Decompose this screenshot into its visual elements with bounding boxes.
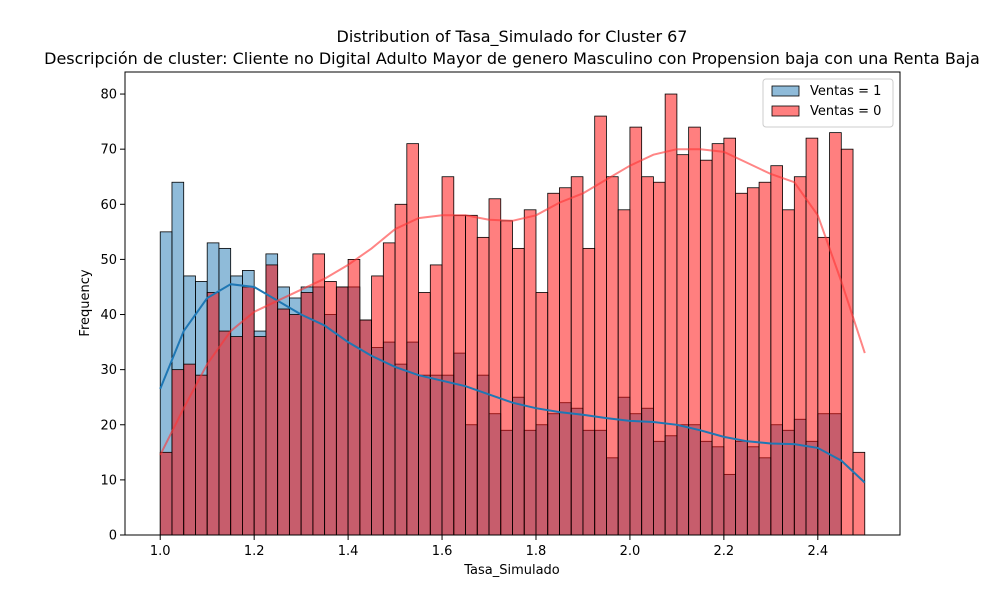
- legend-swatch-ventas-1: [771, 85, 800, 97]
- histogram-bar: [746, 187, 760, 536]
- histogram-bar: [535, 292, 549, 536]
- histogram-bar: [218, 330, 232, 536]
- histogram-bar: [253, 336, 267, 536]
- histogram-bar: [382, 242, 396, 536]
- histogram-bar: [688, 126, 701, 536]
- histogram-bar: [300, 292, 314, 536]
- histogram-bar: [418, 292, 431, 536]
- x-axis-ticks: 1.0 1.2 1.4 1.6 1.8 2.0 2.2 2.4: [150, 535, 828, 559]
- x-tick-label: 1.6: [432, 544, 453, 559]
- histogram-bar: [617, 209, 631, 536]
- histogram-bar: [817, 236, 830, 536]
- histogram-bar: [594, 115, 607, 536]
- y-tick-label: 30: [100, 363, 117, 378]
- histogram-bar: [195, 374, 208, 536]
- histogram-bar: [711, 143, 725, 536]
- histogram-bar: [523, 209, 537, 536]
- legend-label-ventas-1: Ventas = 1: [810, 84, 881, 99]
- y-tick-label: 40: [100, 308, 117, 323]
- histogram-bar: [582, 247, 596, 536]
- y-axis-label: Frequency: [78, 269, 93, 336]
- histogram-bar: [735, 192, 748, 536]
- histogram-bar: [406, 143, 419, 536]
- histogram-bar: [512, 247, 525, 536]
- histogram-bar: [230, 336, 243, 536]
- x-tick-label: 2.0: [620, 544, 641, 559]
- y-tick-label: 60: [100, 198, 117, 213]
- x-tick-label: 2.4: [807, 544, 828, 559]
- histogram-bar: [312, 253, 326, 536]
- histogram-bar: [570, 176, 584, 536]
- y-tick-label: 80: [100, 88, 117, 103]
- legend: Ventas = 1 Ventas = 0: [762, 78, 894, 128]
- y-axis-ticks: 0 10 20 30 40 50 60 70 80: [100, 88, 125, 544]
- y-tick-label: 0: [109, 529, 117, 544]
- y-tick-label: 50: [100, 253, 117, 268]
- histogram-bar: [429, 264, 443, 536]
- x-axis-label: Tasa_Simulado: [463, 563, 560, 578]
- histogram-bar: [629, 126, 643, 536]
- histogram-bar: [500, 220, 513, 536]
- histogram-bar: [805, 137, 819, 536]
- histogram-bar: [277, 308, 290, 536]
- histogram-bar: [335, 286, 349, 536]
- histogram-bar: [453, 214, 466, 536]
- histogram-bar: [676, 154, 690, 536]
- histogram-bar: [770, 165, 783, 536]
- histogram-bar: [288, 314, 302, 536]
- kde-line-ventas-0: [159, 148, 866, 456]
- histogram-bar: [465, 214, 478, 536]
- histogram-bar: [758, 181, 772, 536]
- histogram-bar: [793, 176, 807, 536]
- histogram-bar: [441, 176, 455, 536]
- histogram-bar: [547, 192, 560, 536]
- histogram-bar: [476, 236, 490, 536]
- histogram-bar: [840, 148, 854, 536]
- legend-swatch-ventas-0: [771, 105, 800, 117]
- histogram-bar: [324, 281, 337, 536]
- x-tick-label: 1.0: [150, 544, 171, 559]
- chart-title: Distribution of Tasa_Simulado for Cluste…: [337, 27, 688, 47]
- histogram-bar: [347, 259, 361, 536]
- histogram-bar: [829, 132, 842, 536]
- x-tick-label: 1.2: [244, 544, 265, 559]
- plot-frame: [124, 71, 901, 536]
- histogram-bar: [242, 286, 255, 536]
- y-tick-label: 70: [100, 143, 117, 158]
- x-tick-label: 2.2: [714, 544, 735, 559]
- histogram-bar: [723, 137, 737, 536]
- histogram-bar: [641, 176, 654, 536]
- histogram-bar: [699, 159, 713, 536]
- histogram-bar: [653, 181, 666, 536]
- x-tick-label: 1.8: [526, 544, 547, 559]
- histogram-bar: [159, 451, 173, 536]
- histogram-bar: [488, 198, 502, 536]
- chart-subtitle: Descripción de cluster: Cliente no Digit…: [44, 49, 980, 68]
- y-tick-label: 20: [100, 418, 117, 433]
- legend-label-ventas-0: Ventas = 0: [810, 104, 881, 119]
- y-tick-label: 10: [100, 473, 117, 488]
- histogram-bar: [371, 275, 384, 536]
- histogram-bar: [606, 176, 619, 536]
- histogram-bar: [171, 369, 185, 536]
- histogram-bar: [664, 93, 678, 536]
- histogram-bar: [559, 187, 572, 536]
- x-tick-label: 1.4: [338, 544, 359, 559]
- histogram-bar: [852, 451, 866, 536]
- series-ventas-0-bars: [159, 93, 866, 536]
- histogram-bar: [206, 292, 220, 536]
- histogram-bar: [782, 209, 795, 536]
